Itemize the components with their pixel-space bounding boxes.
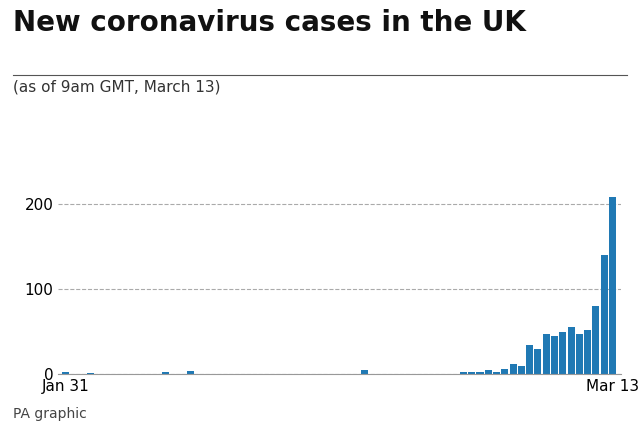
Bar xyxy=(468,372,476,374)
Bar xyxy=(593,306,600,374)
Bar xyxy=(551,336,558,374)
Bar xyxy=(62,372,69,374)
Bar xyxy=(493,372,500,374)
Bar xyxy=(534,350,541,374)
Text: New coronavirus cases in the UK: New coronavirus cases in the UK xyxy=(13,9,525,37)
Bar xyxy=(501,369,508,374)
Bar xyxy=(568,327,575,374)
Bar xyxy=(584,330,591,374)
Bar xyxy=(476,372,484,374)
Bar xyxy=(543,334,550,374)
Bar xyxy=(509,364,516,374)
Bar xyxy=(162,372,169,374)
Bar xyxy=(576,334,583,374)
Bar xyxy=(526,345,533,374)
Bar xyxy=(609,197,616,374)
Text: (as of 9am GMT, March 13): (as of 9am GMT, March 13) xyxy=(13,80,220,95)
Bar xyxy=(187,371,194,374)
Bar xyxy=(518,366,525,374)
Bar xyxy=(484,370,492,374)
Bar xyxy=(360,370,367,374)
Bar xyxy=(87,373,94,374)
Text: PA graphic: PA graphic xyxy=(13,407,86,421)
Bar xyxy=(559,332,566,374)
Bar xyxy=(460,372,467,374)
Bar xyxy=(601,255,608,374)
